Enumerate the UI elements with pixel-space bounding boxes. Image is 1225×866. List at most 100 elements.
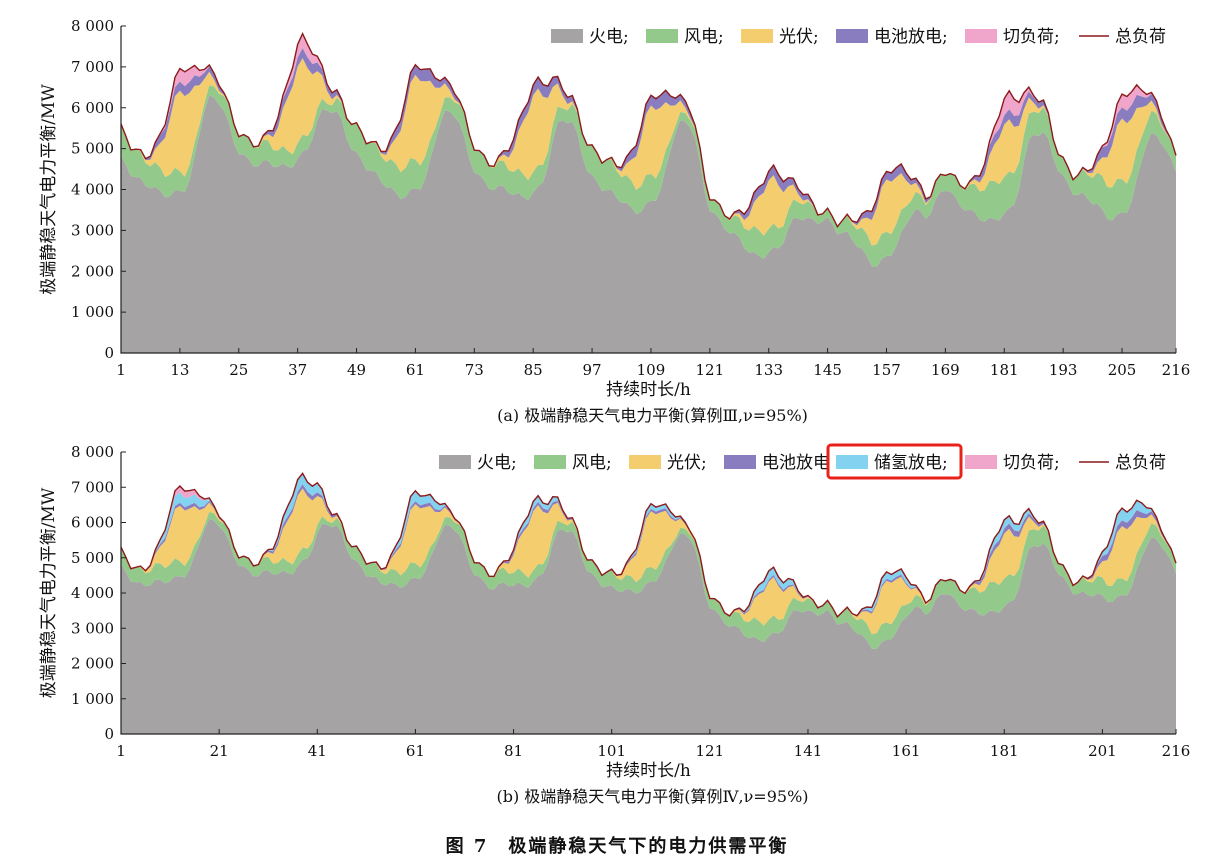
x-tick-label: 73: [465, 361, 484, 379]
legend-label: 电池放电;: [874, 27, 948, 47]
legend-swatch: [439, 455, 471, 469]
x-tick-label: 193: [1049, 361, 1078, 379]
legend-label: 风电;: [572, 453, 612, 473]
x-tick-label: 37: [288, 361, 307, 379]
legend-swatch: [836, 455, 868, 469]
x-axis-label: 持续时长/h: [606, 380, 691, 400]
legend-label: 风电;: [684, 27, 724, 47]
legend-label: 总负荷: [1115, 453, 1166, 473]
x-tick-label: 49: [347, 361, 366, 379]
legend-swatch: [646, 29, 678, 43]
x-tick-label: 13: [170, 361, 189, 379]
chart-b: 0 1 000 2 000 3 000 4 000 5 000 6 000 7 000 8 00…: [39, 443, 1190, 806]
x-tick-label: 61: [406, 361, 425, 379]
area-battery: [121, 48, 1176, 227]
x-tick-label: 61: [406, 742, 425, 760]
y-tick-label: 4 000: [71, 181, 114, 199]
y-tick-label: 7 000: [71, 58, 114, 76]
legend-item: 风电;: [534, 453, 612, 473]
legend-swatch: [741, 29, 773, 43]
legend-item: 电池放电: [724, 453, 830, 473]
area-thermal: [121, 95, 1176, 354]
legend-item: 总负荷: [1079, 453, 1166, 473]
legend-swatch: [551, 29, 583, 43]
area-solar: [121, 58, 1176, 246]
subfigure-caption: (b) 极端静稳天气电力平衡(算例Ⅳ,ν=95%): [496, 787, 808, 806]
y-tick-label: 0: [104, 344, 114, 362]
x-tick-label: 141: [794, 742, 823, 760]
x-tick-label: 25: [229, 361, 248, 379]
x-tick-label: 181: [990, 742, 1019, 760]
legend-item: 火电;: [439, 453, 517, 473]
area-solar: [121, 488, 1176, 635]
y-axis-label: 极端静稳天气电力平衡/MW: [39, 487, 59, 698]
legend-label: 切负荷;: [1003, 453, 1060, 473]
x-tick-label: 201: [1088, 742, 1117, 760]
x-tick-label: 1: [116, 361, 126, 379]
figure-title: 图 7 极端静稳天气下的电力供需平衡: [446, 835, 789, 857]
legend-item: 火电;: [551, 27, 629, 47]
chart-a: 0 1 000 2 000 3 000 4 000 5 000 6 000 7 000 8 00…: [39, 17, 1190, 425]
x-tick-label: 121: [696, 742, 725, 760]
legend-label: 切负荷;: [1003, 27, 1060, 47]
y-tick-label: 0: [104, 725, 114, 743]
y-tick-label: 3 000: [71, 221, 114, 239]
area-wind: [121, 85, 1176, 267]
x-tick-label: 41: [308, 742, 327, 760]
highlight-box: [826, 443, 963, 480]
legend-label: 火电;: [589, 27, 629, 47]
y-tick-label: 7 000: [71, 478, 114, 496]
area-thermal: [121, 518, 1176, 734]
x-tick-label: 216: [1162, 361, 1191, 379]
x-tick-label: 216: [1162, 742, 1191, 760]
legend-swatch: [965, 455, 997, 469]
legend-swatch: [836, 29, 868, 43]
x-tick-label: 81: [504, 742, 523, 760]
legend-item: 切负荷;: [965, 453, 1060, 473]
y-tick-label: 1 000: [71, 690, 114, 708]
x-tick-label: 157: [872, 361, 901, 379]
y-tick-label: 5 000: [71, 549, 114, 567]
legend-label: 光伏;: [667, 453, 707, 473]
legend-label: 储氢放电;: [874, 453, 948, 473]
legend-item: 总负荷: [1079, 27, 1166, 47]
y-tick-label: 6 000: [71, 99, 114, 117]
legend-swatch: [534, 455, 566, 469]
y-axis-label: 极端静稳天气电力平衡/MW: [39, 84, 59, 295]
y-tick-label: 2 000: [71, 655, 114, 673]
y-tick-label: 6 000: [71, 514, 114, 532]
y-tick-label: 8 000: [71, 443, 114, 461]
legend-item: 光伏;: [741, 27, 819, 47]
legend-swatch: [629, 455, 661, 469]
x-tick-label: 145: [813, 361, 842, 379]
legend-swatch: [965, 29, 997, 43]
legend-label: 电池放电: [762, 453, 830, 473]
legend-item: 光伏;: [629, 453, 707, 473]
y-tick-label: 4 000: [71, 584, 114, 602]
legend-label: 总负荷: [1115, 27, 1166, 47]
x-tick-label: 85: [524, 361, 543, 379]
x-tick-label: 1: [116, 742, 126, 760]
x-tick-label: 169: [931, 361, 960, 379]
x-tick-label: 109: [637, 361, 666, 379]
x-tick-label: 133: [754, 361, 783, 379]
legend-item: 风电;: [646, 27, 724, 47]
legend-label: 光伏;: [779, 27, 819, 47]
y-tick-label: 3 000: [71, 619, 114, 637]
x-tick-label: 121: [696, 361, 725, 379]
total-load-line: [120, 32, 1177, 229]
area-wind: [121, 511, 1176, 649]
x-axis-label: 持续时长/h: [606, 761, 691, 781]
y-tick-label: 2 000: [71, 262, 114, 280]
legend-label: 火电;: [477, 453, 517, 473]
subfigure-caption: (a) 极端静稳天气电力平衡(算例Ⅲ,ν=95%): [497, 406, 808, 425]
total-load-line: [120, 472, 1177, 618]
y-tick-label: 1 000: [71, 303, 114, 321]
legend-item: 储氢放电;: [826, 443, 963, 480]
legend-item: 切负荷;: [965, 27, 1060, 47]
x-tick-label: 161: [892, 742, 921, 760]
y-tick-label: 5 000: [71, 140, 114, 158]
x-tick-label: 21: [210, 742, 229, 760]
